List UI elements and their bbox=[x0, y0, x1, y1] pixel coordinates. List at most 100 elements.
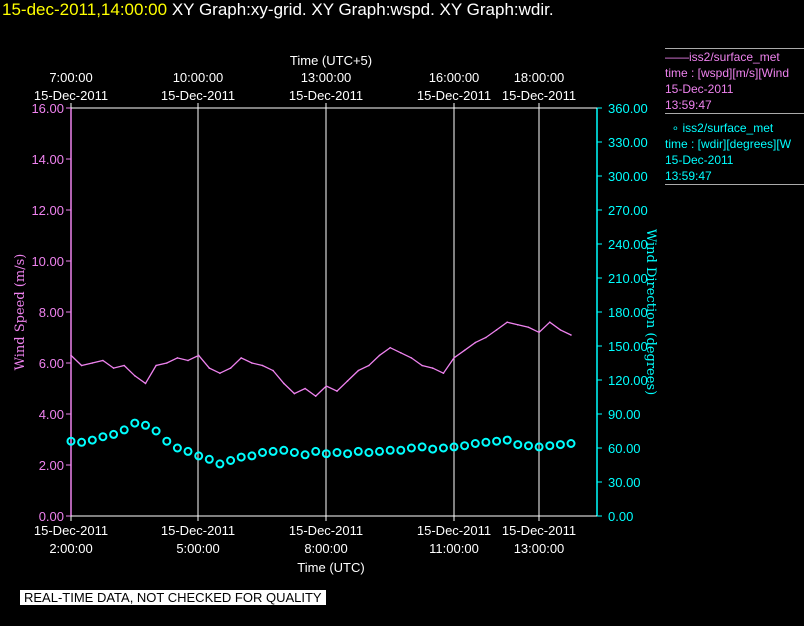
legend-wdir-source: iss2/surface_met bbox=[682, 121, 774, 135]
axis-labels: 0.00 2.00 4.00 6.00 8.00 10.00 12.00 14.00 16.00… bbox=[13, 53, 658, 575]
top-tick-date: 15-Dec-2011 bbox=[161, 88, 235, 103]
wind-direction-point bbox=[321, 449, 331, 459]
wind-speed-point bbox=[176, 357, 179, 359]
left-tick-label: 8.00 bbox=[39, 305, 64, 320]
x-bottom-axis-label: Time (UTC) bbox=[297, 560, 364, 575]
wind-direction-point bbox=[343, 449, 353, 459]
bottom-tick-date: 15-Dec-2011 bbox=[289, 523, 363, 538]
wind-speed-point bbox=[463, 349, 466, 352]
title-bar: 15-dec-2011,14:00:00 XY Graph:xy-grid. X… bbox=[2, 0, 554, 20]
wind-direction-point bbox=[77, 437, 87, 447]
right-tick-label: 30.00 bbox=[608, 475, 641, 490]
wind-direction-point bbox=[428, 444, 438, 454]
wind-direction-point bbox=[524, 441, 533, 451]
top-tick-time: 7:00:00 bbox=[49, 70, 92, 85]
wind-direction-point bbox=[268, 446, 278, 456]
wind-speed-point bbox=[80, 364, 83, 367]
right-tick-label: 150.00 bbox=[608, 339, 648, 354]
wind-speed-point bbox=[495, 329, 498, 331]
top-tick-time: 16:00:00 bbox=[429, 70, 480, 85]
wind-speed-point bbox=[102, 359, 104, 362]
top-tick-date: 15-Dec-2011 bbox=[289, 88, 363, 103]
wind-speed-point bbox=[208, 367, 211, 369]
wind-direction-point bbox=[236, 452, 246, 462]
wind-speed-point bbox=[70, 354, 72, 357]
wind-speed-point bbox=[357, 369, 360, 372]
y-right-axis-label: Wind Direction (degrees) bbox=[643, 229, 658, 395]
axes bbox=[66, 103, 602, 521]
bottom-tick-time: 11:00:00 bbox=[429, 541, 479, 556]
bottom-tick-time: 13:00:00 bbox=[514, 541, 565, 556]
right-tick-label: 330.00 bbox=[608, 135, 648, 150]
wind-speed-point bbox=[378, 354, 381, 357]
wind-direction-point bbox=[119, 425, 129, 435]
wind-speed-point bbox=[272, 369, 274, 372]
left-tick-label: 4.00 bbox=[39, 407, 64, 422]
wind-speed-point bbox=[570, 334, 572, 336]
data-quality-notice: REAL-TIME DATA, NOT CHECKED FOR QUALITY bbox=[20, 590, 326, 605]
wind-speed-point bbox=[431, 367, 434, 369]
grid-lines bbox=[197, 108, 540, 516]
wind-speed-point bbox=[389, 346, 392, 349]
bottom-tick-date: 15-Dec-2011 bbox=[34, 523, 108, 538]
wind-direction-point bbox=[492, 436, 502, 446]
wind-speed-point bbox=[517, 324, 519, 326]
top-tick-time: 13:00:00 bbox=[301, 70, 352, 85]
left-tick-label: 6.00 bbox=[39, 356, 64, 371]
wind-direction-point bbox=[247, 451, 257, 461]
bottom-tick-time: 5:00:00 bbox=[176, 541, 219, 556]
right-tick-label: 360.00 bbox=[608, 101, 648, 116]
wind-direction-point bbox=[364, 448, 374, 457]
wind-direction-point bbox=[66, 436, 76, 446]
wind-direction-point bbox=[417, 442, 427, 452]
wind-speed-point bbox=[527, 326, 530, 329]
left-tick-label: 0.00 bbox=[39, 509, 64, 524]
bottom-tick-time: 2:00:00 bbox=[49, 541, 92, 556]
legend-wdir-date: 15-Dec-2011 bbox=[665, 153, 734, 167]
right-tick-label: 270.00 bbox=[608, 203, 648, 218]
wind-direction-point bbox=[194, 451, 204, 461]
wind-speed-point bbox=[346, 380, 349, 382]
wind-speed-point bbox=[251, 362, 253, 364]
wind-direction-point bbox=[555, 440, 565, 450]
wind-direction-point bbox=[226, 456, 236, 465]
title-graphs: XY Graph:xy-grid. XY Graph:wspd. XY Grap… bbox=[171, 0, 554, 19]
legend-wind-direction: ∘ iss2/surface_met time : [wdir][degrees… bbox=[665, 120, 804, 185]
wind-direction-point bbox=[545, 441, 555, 451]
wind-direction-point bbox=[406, 443, 416, 453]
wind-speed-point bbox=[134, 375, 136, 377]
wind-speed-point bbox=[421, 364, 423, 367]
wind-speed-point bbox=[261, 364, 264, 367]
title-timestamp: 15-dec-2011,14:00:00 bbox=[2, 0, 168, 19]
wind-direction-point bbox=[130, 418, 140, 428]
wind-speed-line bbox=[70, 321, 572, 397]
wind-direction-point bbox=[109, 429, 119, 439]
wind-speed-point bbox=[485, 336, 487, 339]
left-tick-label: 12.00 bbox=[31, 203, 64, 218]
wind-direction-point bbox=[204, 454, 214, 464]
bottom-tick-time: 8:00:00 bbox=[304, 541, 347, 556]
wind-direction-point bbox=[300, 450, 310, 460]
wind-speed-point bbox=[400, 352, 402, 354]
left-tick-label: 14.00 bbox=[31, 152, 64, 167]
wind-speed-point bbox=[538, 331, 540, 334]
wind-direction-point bbox=[279, 445, 289, 455]
wind-direction-point bbox=[449, 442, 459, 452]
wind-speed-point bbox=[112, 367, 115, 369]
wind-direction-point bbox=[438, 443, 448, 453]
y-left-axis-label: Wind Speed (m/s) bbox=[13, 254, 28, 371]
wind-speed-point bbox=[187, 359, 189, 362]
right-tick-label: 0.00 bbox=[608, 509, 633, 524]
wind-direction-point bbox=[172, 443, 182, 453]
wind-speed-point bbox=[283, 382, 285, 385]
right-tick-label: 300.00 bbox=[608, 169, 648, 184]
right-tick-label: 180.00 bbox=[608, 305, 648, 320]
top-tick-date: 15-Dec-2011 bbox=[34, 88, 108, 103]
wind-speed-point bbox=[314, 395, 317, 397]
wind-direction-point bbox=[151, 426, 161, 436]
left-tick-label: 16.00 bbox=[31, 101, 64, 116]
wind-direction-point bbox=[162, 436, 172, 446]
wind-direction-point bbox=[481, 437, 491, 447]
wind-direction-point bbox=[141, 420, 150, 430]
wind-direction-point bbox=[502, 435, 512, 445]
